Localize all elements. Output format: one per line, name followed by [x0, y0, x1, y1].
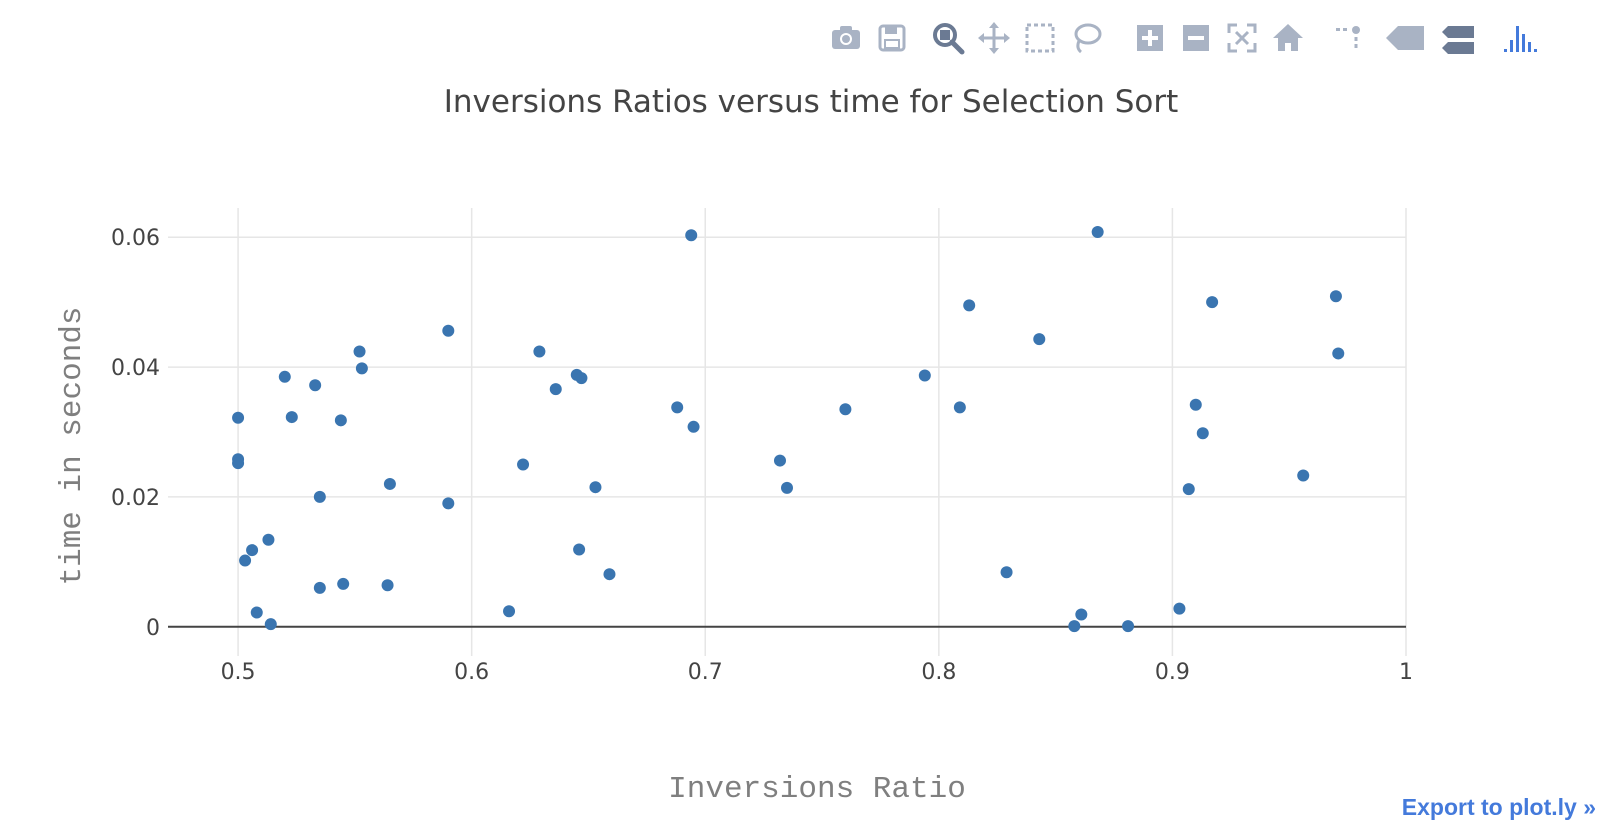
plotly-logo-icon[interactable]	[1498, 18, 1542, 58]
y-axis-title: time in seconds	[55, 306, 90, 585]
box-select-icon[interactable]	[1020, 18, 1060, 58]
grid-lines	[168, 208, 1407, 656]
data-point[interactable]	[1329, 290, 1342, 303]
data-point[interactable]	[918, 369, 931, 382]
data-point[interactable]	[353, 345, 366, 358]
x-tick-label: 0.8	[921, 660, 956, 685]
data-point[interactable]	[264, 618, 277, 631]
data-point[interactable]	[573, 543, 586, 556]
autoscale-icon[interactable]	[1222, 18, 1262, 58]
camera-icon[interactable]	[826, 18, 866, 58]
data-point[interactable]	[246, 544, 259, 557]
modebar	[832, 18, 1610, 62]
export-to-plotly-link[interactable]: Export to plot.ly »	[1401, 794, 1596, 820]
data-point[interactable]	[1196, 427, 1209, 440]
data-point[interactable]	[1075, 608, 1088, 621]
zoom-in-icon[interactable]	[1130, 18, 1170, 58]
data-point[interactable]	[503, 605, 516, 618]
lasso-select-icon[interactable]	[1066, 18, 1106, 58]
data-point[interactable]	[603, 568, 616, 581]
data-point[interactable]	[1173, 602, 1186, 615]
chart-title: Inversions Ratios versus time for Select…	[444, 84, 1179, 120]
data-point[interactable]	[313, 581, 326, 594]
data-point[interactable]	[239, 554, 252, 567]
save-icon[interactable]	[872, 18, 912, 58]
x-tick-label: 0.6	[454, 660, 489, 685]
data-point[interactable]	[1182, 483, 1195, 496]
data-point[interactable]	[671, 401, 684, 414]
zoom-icon[interactable]	[928, 18, 968, 58]
data-point[interactable]	[575, 372, 588, 385]
data-point[interactable]	[1033, 333, 1046, 346]
data-point[interactable]	[1332, 347, 1345, 360]
data-point[interactable]	[589, 481, 602, 494]
data-point[interactable]	[232, 411, 245, 424]
data-point[interactable]	[1297, 469, 1310, 482]
data-point[interactable]	[313, 490, 326, 503]
data-point[interactable]	[549, 383, 562, 396]
data-point[interactable]	[1068, 620, 1081, 633]
x-tick-labels: 0.5 0.6 0.7 0.8 0.9 1	[221, 660, 1413, 685]
data-point[interactable]	[309, 379, 322, 392]
y-tick-label: 0.06	[111, 226, 160, 251]
data-point[interactable]	[232, 457, 245, 470]
data-point[interactable]	[773, 454, 786, 467]
data-point[interactable]	[1206, 296, 1219, 309]
pan-icon[interactable]	[974, 18, 1014, 58]
data-point[interactable]	[533, 345, 546, 358]
data-point[interactable]	[1122, 620, 1135, 633]
data-point[interactable]	[685, 229, 698, 242]
data-point[interactable]	[442, 497, 455, 510]
x-tick-label: 0.5	[221, 660, 256, 685]
data-point[interactable]	[953, 401, 966, 414]
data-point[interactable]	[442, 324, 455, 337]
data-point[interactable]	[963, 299, 976, 312]
data-point[interactable]	[278, 370, 291, 383]
data-point[interactable]	[687, 420, 700, 433]
zoom-out-icon[interactable]	[1176, 18, 1216, 58]
data-point[interactable]	[1000, 566, 1013, 579]
y-tick-label: 0.04	[111, 356, 160, 381]
hover-compare-icon[interactable]	[1440, 18, 1480, 58]
x-tick-label: 0.9	[1155, 660, 1190, 685]
x-tick-label: 1	[1399, 660, 1413, 685]
data-point[interactable]	[250, 606, 263, 619]
data-point[interactable]	[285, 411, 298, 424]
x-axis-title: Inversions Ratio	[668, 772, 966, 807]
data-point[interactable]	[1091, 226, 1104, 239]
reset-axes-icon[interactable]	[1268, 18, 1308, 58]
x-tick-label: 0.7	[688, 660, 723, 685]
data-point[interactable]	[383, 477, 396, 490]
data-point[interactable]	[1189, 398, 1202, 411]
data-point[interactable]	[337, 577, 350, 590]
y-tick-labels: 0 0.02 0.04 0.06	[111, 226, 160, 641]
data-point[interactable]	[381, 579, 394, 592]
y-tick-label: 0	[146, 616, 160, 641]
data-points[interactable]	[232, 226, 1345, 633]
data-point[interactable]	[355, 362, 368, 375]
data-point[interactable]	[334, 414, 347, 427]
data-point[interactable]	[781, 481, 793, 494]
spike-lines-icon[interactable]	[1328, 18, 1368, 58]
data-point[interactable]	[262, 533, 275, 546]
y-tick-label: 0.02	[111, 486, 160, 511]
data-point[interactable]	[517, 458, 530, 471]
hover-closest-icon[interactable]	[1380, 18, 1428, 58]
data-point[interactable]	[839, 403, 852, 416]
